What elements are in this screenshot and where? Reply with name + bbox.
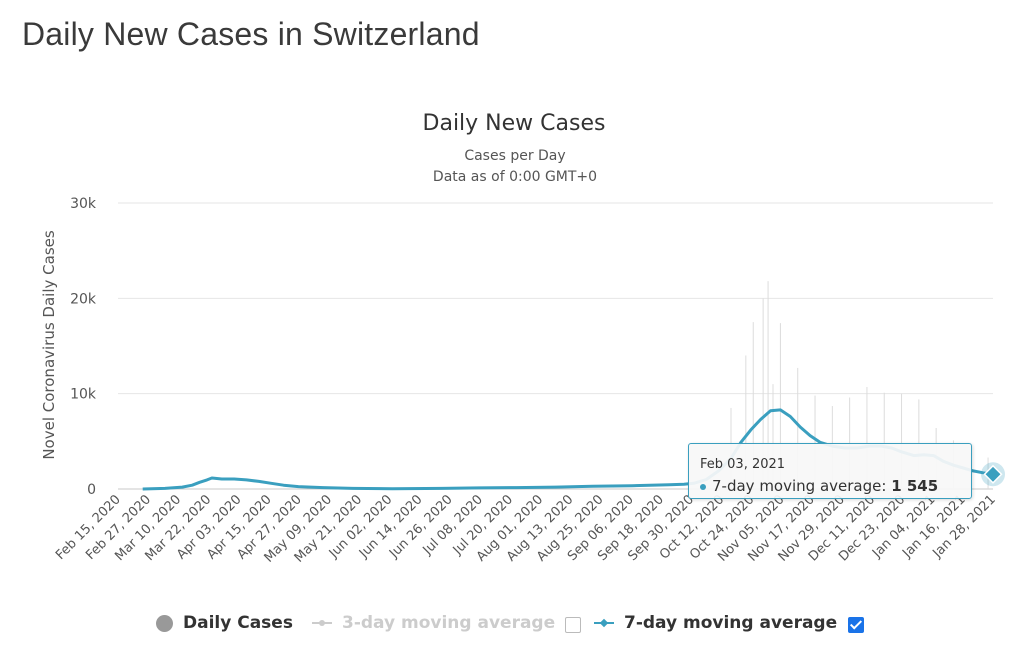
legend-item-7-day-average[interactable]: 7-day moving average (594, 610, 837, 636)
diamond-marker-icon (983, 464, 1003, 484)
y-tick-label: 10k (70, 387, 97, 403)
y-tick-label: 20k (70, 291, 97, 307)
chart-title: Daily New Cases (423, 111, 606, 136)
y-tick-label: 0 (87, 482, 96, 498)
legend-item-3-day-average[interactable]: 3-day moving average (312, 610, 555, 636)
y-axis-label: Novel Coronavirus Daily Cases (40, 230, 58, 460)
chart-subtitle-date: Data as of 0:00 GMT+0 (433, 169, 597, 185)
tooltip-row: 7-day moving average: 1 545 (700, 477, 938, 495)
line-circle-icon (312, 617, 332, 629)
y-tick-label: 30k (70, 196, 97, 212)
y-tick-labels: 0 10k 20k 30k (70, 196, 97, 498)
checkbox-3-day-average[interactable] (565, 617, 581, 633)
tooltip: Feb 03, 2021 7-day moving average: 1 545 (688, 443, 972, 499)
page-title: Daily New Cases in Switzerland (22, 16, 480, 52)
hover-marker (981, 462, 1005, 487)
legend-label-3-day-average: 3-day moving average (342, 613, 556, 633)
legend-label-7-day-average: 7-day moving average (624, 613, 838, 633)
tooltip-value: 1 545 (891, 477, 939, 495)
legend: Daily Cases 3-day moving average 7-day m… (0, 610, 1024, 640)
legend-item-daily-cases[interactable]: Daily Cases (156, 610, 293, 636)
chart-subtitle: Cases per Day (464, 148, 565, 164)
tooltip-series-label: 7-day moving average: (712, 477, 892, 495)
tooltip-date: Feb 03, 2021 (700, 457, 786, 472)
line-diamond-icon (594, 617, 614, 629)
series-dot-icon (700, 483, 706, 490)
daily-new-cases-chart: Daily New Cases Cases per Day Data as of… (40, 111, 1005, 566)
checkbox-7-day-average[interactable] (848, 617, 864, 633)
legend-label-daily-cases: Daily Cases (183, 613, 293, 633)
circle-icon (156, 614, 173, 632)
